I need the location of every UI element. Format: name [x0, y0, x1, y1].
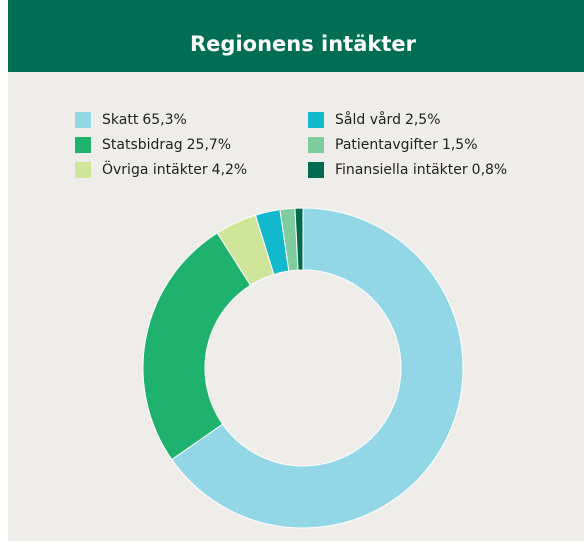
header — [8, 0, 584, 72]
legend-label: Finansiella intäkter 0,8% — [335, 162, 507, 178]
legend-swatch — [308, 162, 324, 178]
legend-name: Statsbidrag — [102, 137, 183, 153]
legend-value: 65,3% — [142, 112, 186, 128]
legend-name: Såld vård — [335, 111, 401, 128]
legend-name: Skatt — [102, 112, 139, 128]
legend-value: 25,7% — [187, 137, 231, 153]
donut-slice — [171, 207, 464, 529]
legend-label: Statsbidrag 25,7% — [102, 137, 231, 153]
legend-value: 4,2% — [212, 162, 248, 178]
legend-value: 2,5% — [405, 112, 441, 128]
legend-swatch — [75, 137, 91, 153]
donut-slice — [294, 207, 304, 271]
legend-label: Övriga intäkter 4,2% — [102, 160, 247, 178]
legend-name: Patientavgifter — [335, 137, 438, 153]
donut-slice — [142, 232, 252, 461]
legend-swatch — [75, 162, 91, 178]
legend-name: Finansiella intäkter — [335, 162, 468, 178]
legend-label: Patientavgifter 1,5% — [335, 137, 478, 153]
legend-label: Såld vård 2,5% — [335, 111, 441, 128]
legend-label: Skatt 65,3% — [102, 112, 187, 128]
legend-name: Övriga intäkter — [102, 160, 208, 178]
legend-value: 1,5% — [442, 137, 478, 153]
chart-title: Regionens intäkter — [190, 32, 417, 56]
legend-swatch — [75, 112, 91, 128]
legend-value: 0,8% — [472, 162, 508, 178]
legend-swatch — [308, 137, 324, 153]
legend-swatch — [308, 112, 324, 128]
